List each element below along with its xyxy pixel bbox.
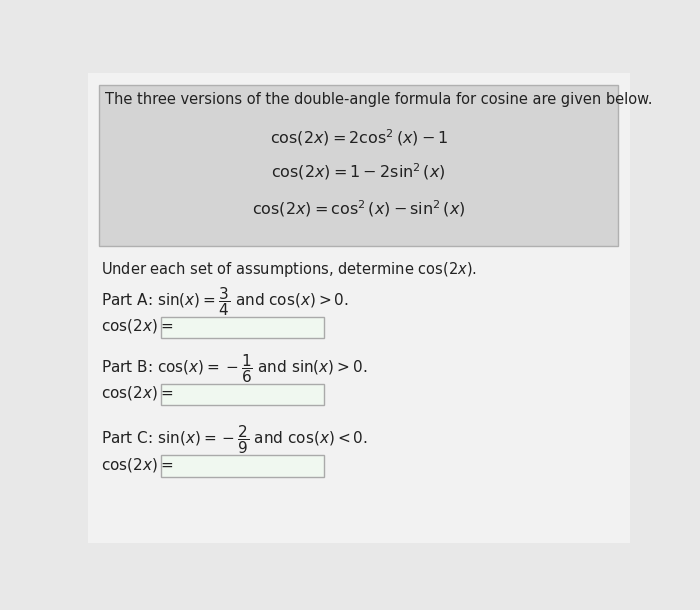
Text: Part C: $\sin(x) = -\dfrac{2}{9}$ and $\cos(x) < 0$.: Part C: $\sin(x) = -\dfrac{2}{9}$ and $\…: [101, 423, 368, 456]
Text: Under each set of assumptions, determine $\cos(2x)$.: Under each set of assumptions, determine…: [101, 260, 477, 279]
Text: The three versions of the double-angle formula for cosine are given below.: The three versions of the double-angle f…: [105, 93, 653, 107]
Text: $\cos(2x) = 2\cos^{2}(x) - 1$: $\cos(2x) = 2\cos^{2}(x) - 1$: [270, 127, 448, 148]
FancyBboxPatch shape: [161, 384, 324, 405]
Text: $\cos(2x) =$: $\cos(2x) =$: [101, 317, 173, 336]
Text: Part A: $\sin(x) = \dfrac{3}{4}$ and $\cos(x) > 0$.: Part A: $\sin(x) = \dfrac{3}{4}$ and $\c…: [101, 285, 349, 318]
FancyBboxPatch shape: [99, 85, 618, 246]
FancyBboxPatch shape: [88, 73, 630, 543]
Text: $\cos(2x) = \cos^{2}(x) - \sin^{2}(x)$: $\cos(2x) = \cos^{2}(x) - \sin^{2}(x)$: [252, 199, 466, 220]
Text: $\cos(2x) =$: $\cos(2x) =$: [101, 384, 173, 402]
FancyBboxPatch shape: [161, 455, 324, 476]
Text: Part B: $\cos(x) = -\dfrac{1}{6}$ and $\sin(x) > 0$.: Part B: $\cos(x) = -\dfrac{1}{6}$ and $\…: [101, 352, 368, 385]
FancyBboxPatch shape: [161, 317, 324, 338]
Text: $\cos(2x) = 1 - 2\sin^{2}(x)$: $\cos(2x) = 1 - 2\sin^{2}(x)$: [272, 162, 446, 182]
Text: $\cos(2x) =$: $\cos(2x) =$: [101, 456, 173, 474]
